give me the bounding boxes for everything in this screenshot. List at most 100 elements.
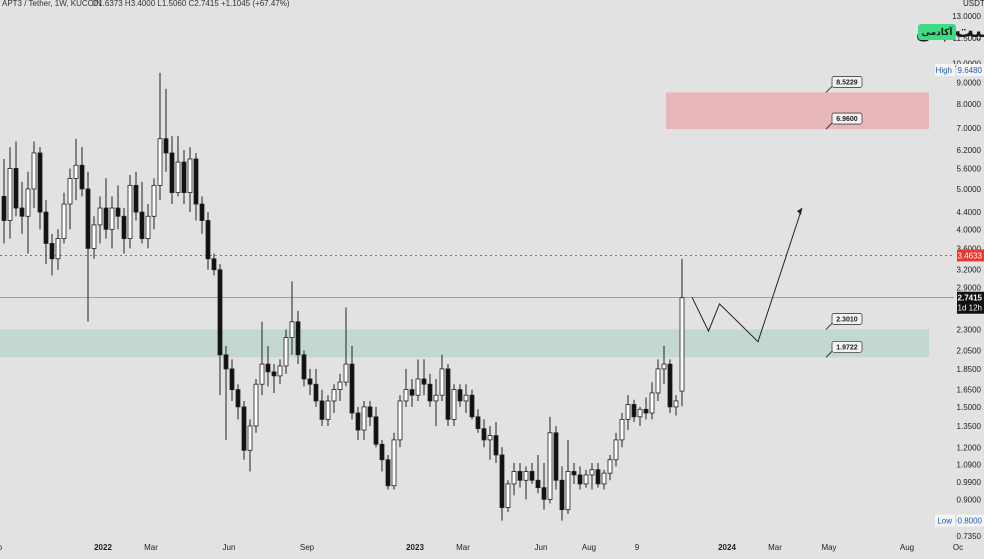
y-tick-label: 1.8500 [957,365,982,374]
y-tick-label: 3.2000 [957,266,982,275]
candle [463,384,469,414]
candle [601,469,607,490]
candle [37,147,43,230]
candle-body [337,381,343,391]
candle [547,416,553,504]
x-tick-label: May [821,543,836,552]
candle-body [133,184,139,213]
candle [553,425,559,490]
x-tick-label: Aug [900,543,914,552]
candle-body [199,203,205,221]
resistance-price-label-bg [957,249,984,262]
candle-body [637,408,643,418]
candle [235,384,241,420]
candle-body [211,258,217,271]
candle-body [583,474,589,485]
candle-body [553,432,559,481]
candle [439,354,445,401]
candle [379,439,385,472]
candle-body [373,416,379,445]
candle [163,88,169,172]
candle [655,359,661,401]
candle-body [565,471,571,511]
y-tick-label: 11.5000 [953,34,982,43]
candle-body [649,392,655,414]
candle [205,212,211,270]
y-tick-label: 6.2000 [957,146,982,155]
candle [331,384,337,414]
candle-body [1,195,7,221]
x-tick-label: 9 [635,543,640,552]
candle-body [589,469,595,476]
candle-body [403,389,409,402]
candle-body [631,404,637,418]
candle-body [205,220,211,260]
candle-body [469,394,475,418]
logo-badge [918,24,956,40]
candle [343,307,349,387]
candle-body [91,224,97,249]
x-tick-label: Mar [456,543,470,552]
y-tick-label: 0.9000 [957,495,982,504]
candle [673,395,679,416]
y-tick-label: 1.2000 [957,443,982,452]
candle [421,359,427,396]
candle-body [655,368,661,394]
candle [277,359,283,385]
candle-body [271,371,277,377]
candle [43,200,49,265]
candle-body [601,472,607,485]
candle [361,400,367,440]
low-value-bg [957,514,984,527]
candle-body [181,161,187,194]
candle [169,135,175,205]
candle [451,384,457,426]
candle [529,463,535,484]
candle-body [511,471,517,485]
candle [475,409,481,433]
candle [613,432,619,467]
candle [271,364,277,393]
x-tick-label: Sep [0,543,3,552]
candle-body [127,184,133,240]
candle [151,178,157,230]
candle-body [217,269,223,356]
zone-label-box [831,313,863,325]
candle-body [301,354,307,380]
candle-body [25,188,31,217]
candle [397,395,403,448]
candle-body [157,138,163,186]
y-tick-label: 5.6000 [957,164,982,173]
candle [631,399,637,422]
candle-body [607,459,613,474]
candle-body [247,425,253,451]
high-value-label: 9.6480 [958,66,983,75]
candle-body [85,188,91,249]
candle-body [253,383,259,427]
low-value-label: 0.8000 [958,517,983,526]
candle-body [313,383,319,402]
candle [481,419,487,448]
candle [217,264,223,396]
candle [91,216,97,259]
candle [679,258,685,407]
candle [97,196,103,244]
candle [139,181,145,244]
resistance-price-label: 3.4633 [958,251,983,260]
x-tick-label: 2022 [94,543,112,552]
x-tick-label: Sep [300,543,315,552]
candle [589,463,595,490]
candle [517,463,523,488]
candle [523,466,529,500]
candle-body [433,394,439,402]
candle-body [187,158,193,194]
candle-body [427,383,433,402]
zone-label-box [831,340,863,353]
candle [391,432,397,490]
candle [199,196,205,234]
candle [619,413,625,448]
candle [13,141,19,217]
candle-body [163,138,169,154]
